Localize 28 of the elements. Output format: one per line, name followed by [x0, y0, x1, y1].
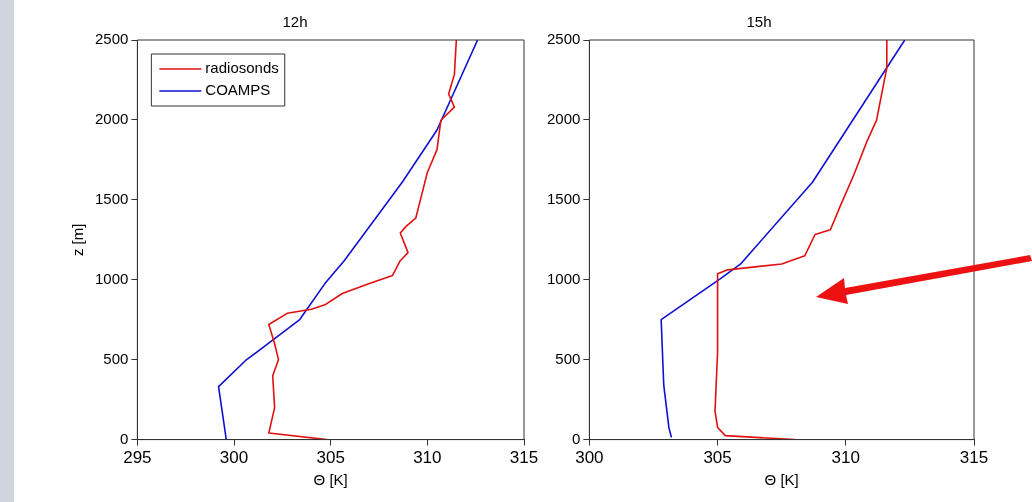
legend-label: COAMPS: [205, 81, 271, 99]
x-tick-label: 300: [219, 448, 249, 468]
y-axis-title: z [m]: [69, 223, 87, 257]
y-tick-label: 500: [103, 349, 129, 367]
x-tick-label: 315: [959, 448, 989, 468]
x-axis-title: Θ [K]: [764, 471, 799, 489]
x-tick-label: 305: [703, 448, 732, 468]
x-tick-label: 310: [413, 448, 442, 468]
y-tick-label: 2500: [546, 30, 581, 48]
chart-title: 15h: [746, 13, 772, 31]
y-tick-label: 0: [120, 429, 129, 447]
y-tick-label: 2000: [546, 110, 581, 128]
x-axis-title: Θ [K]: [313, 471, 348, 489]
y-tick-label: 2000: [94, 110, 129, 128]
y-tick-label: 1000: [546, 269, 581, 287]
x-tick-label: 310: [831, 448, 860, 468]
x-tick-label: 295: [123, 448, 152, 468]
chart-title: 12h: [282, 13, 308, 31]
y-tick-label: 500: [555, 349, 581, 367]
x-tick-label: 305: [316, 448, 345, 468]
x-tick-label: 300: [575, 448, 604, 468]
y-tick-label: 0: [572, 429, 581, 447]
y-tick-label: 2500: [94, 30, 129, 48]
legend-label: radiosonds: [205, 59, 279, 77]
x-tick-label: 315: [509, 448, 539, 468]
y-tick-label: 1500: [546, 189, 581, 207]
y-tick-label: 1000: [94, 269, 129, 287]
y-tick-label: 1500: [94, 189, 129, 207]
